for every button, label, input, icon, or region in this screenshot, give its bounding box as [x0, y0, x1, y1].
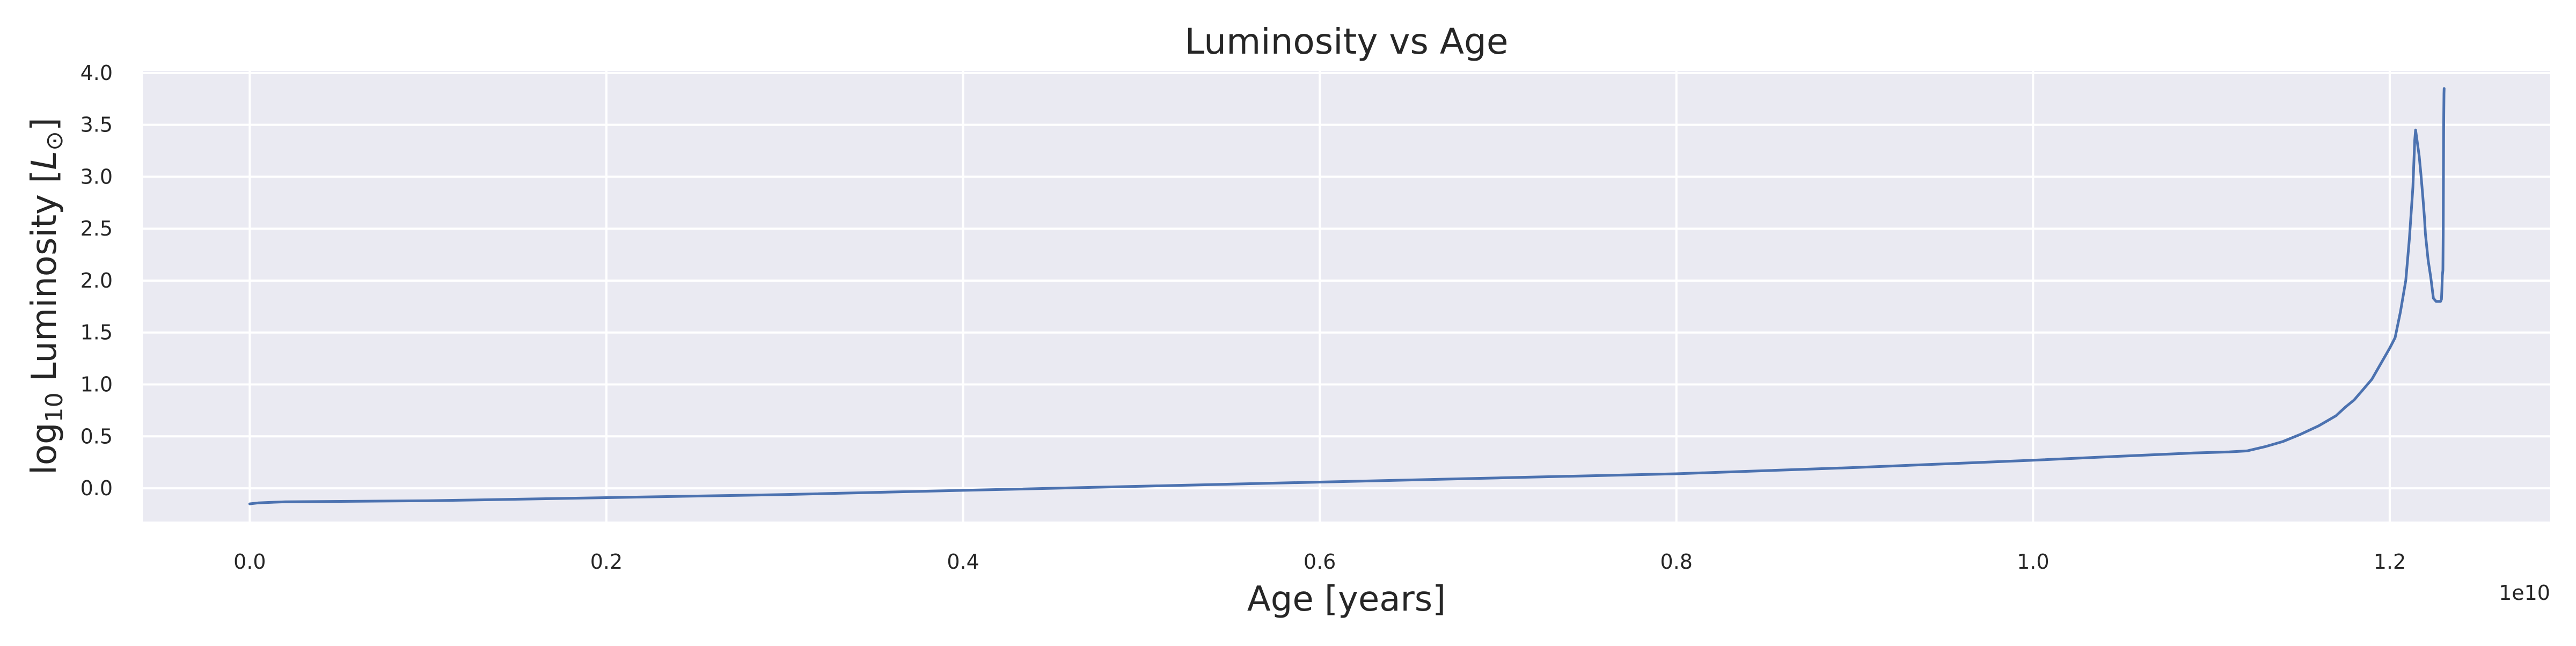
- y-tick-label: 2.5: [80, 217, 113, 240]
- grid-lines: [143, 71, 2550, 522]
- x-tick-label: 0.0: [233, 550, 266, 574]
- y-label-sun-symbol: ⊙: [41, 131, 68, 151]
- y-tick-label: 0.5: [80, 424, 113, 448]
- x-tick-label: 1.0: [2017, 550, 2049, 574]
- y-tick-label: 0.0: [80, 476, 113, 500]
- plot-area-background: [143, 71, 2550, 522]
- y-label-log: log: [25, 422, 64, 475]
- y-tick-labels: 0.0 0.5 1.0 1.5 2.0 2.5 3.0 3.5 4.0: [80, 61, 113, 500]
- x-tick-label: 0.8: [1660, 550, 1693, 574]
- x-tick-label: 0.2: [590, 550, 623, 574]
- y-label-middle: Luminosity [: [25, 170, 64, 393]
- y-label-log-base: 10: [41, 392, 68, 422]
- y-tick-label: 3.0: [80, 165, 113, 188]
- y-tick-label: 1.0: [80, 373, 113, 397]
- y-tick-label: 1.5: [80, 321, 113, 344]
- y-tick-label: 2.0: [80, 269, 113, 292]
- x-tick-labels: 0.0 0.2 0.4 0.6 0.8 1.0 1.2: [233, 550, 2406, 574]
- x-tick-label: 1.2: [2374, 550, 2406, 574]
- series-layer: [248, 87, 2446, 505]
- x-axis-label: Age [years]: [1247, 579, 1446, 619]
- x-tick-label: 0.4: [947, 550, 979, 574]
- series-line-luminosity: [248, 87, 2446, 505]
- x-tick-label: 0.6: [1304, 550, 1336, 574]
- y-tick-label: 3.5: [80, 113, 113, 137]
- y-tick-label: 4.0: [80, 61, 113, 85]
- y-label-symbol: L: [25, 151, 64, 170]
- y-axis-label: log10 Luminosity [L⊙]: [25, 118, 68, 475]
- x-axis-offset-label: 1e10: [2499, 581, 2550, 605]
- chart-title: Luminosity vs Age: [1185, 21, 1509, 62]
- y-label-suffix: ]: [25, 118, 64, 131]
